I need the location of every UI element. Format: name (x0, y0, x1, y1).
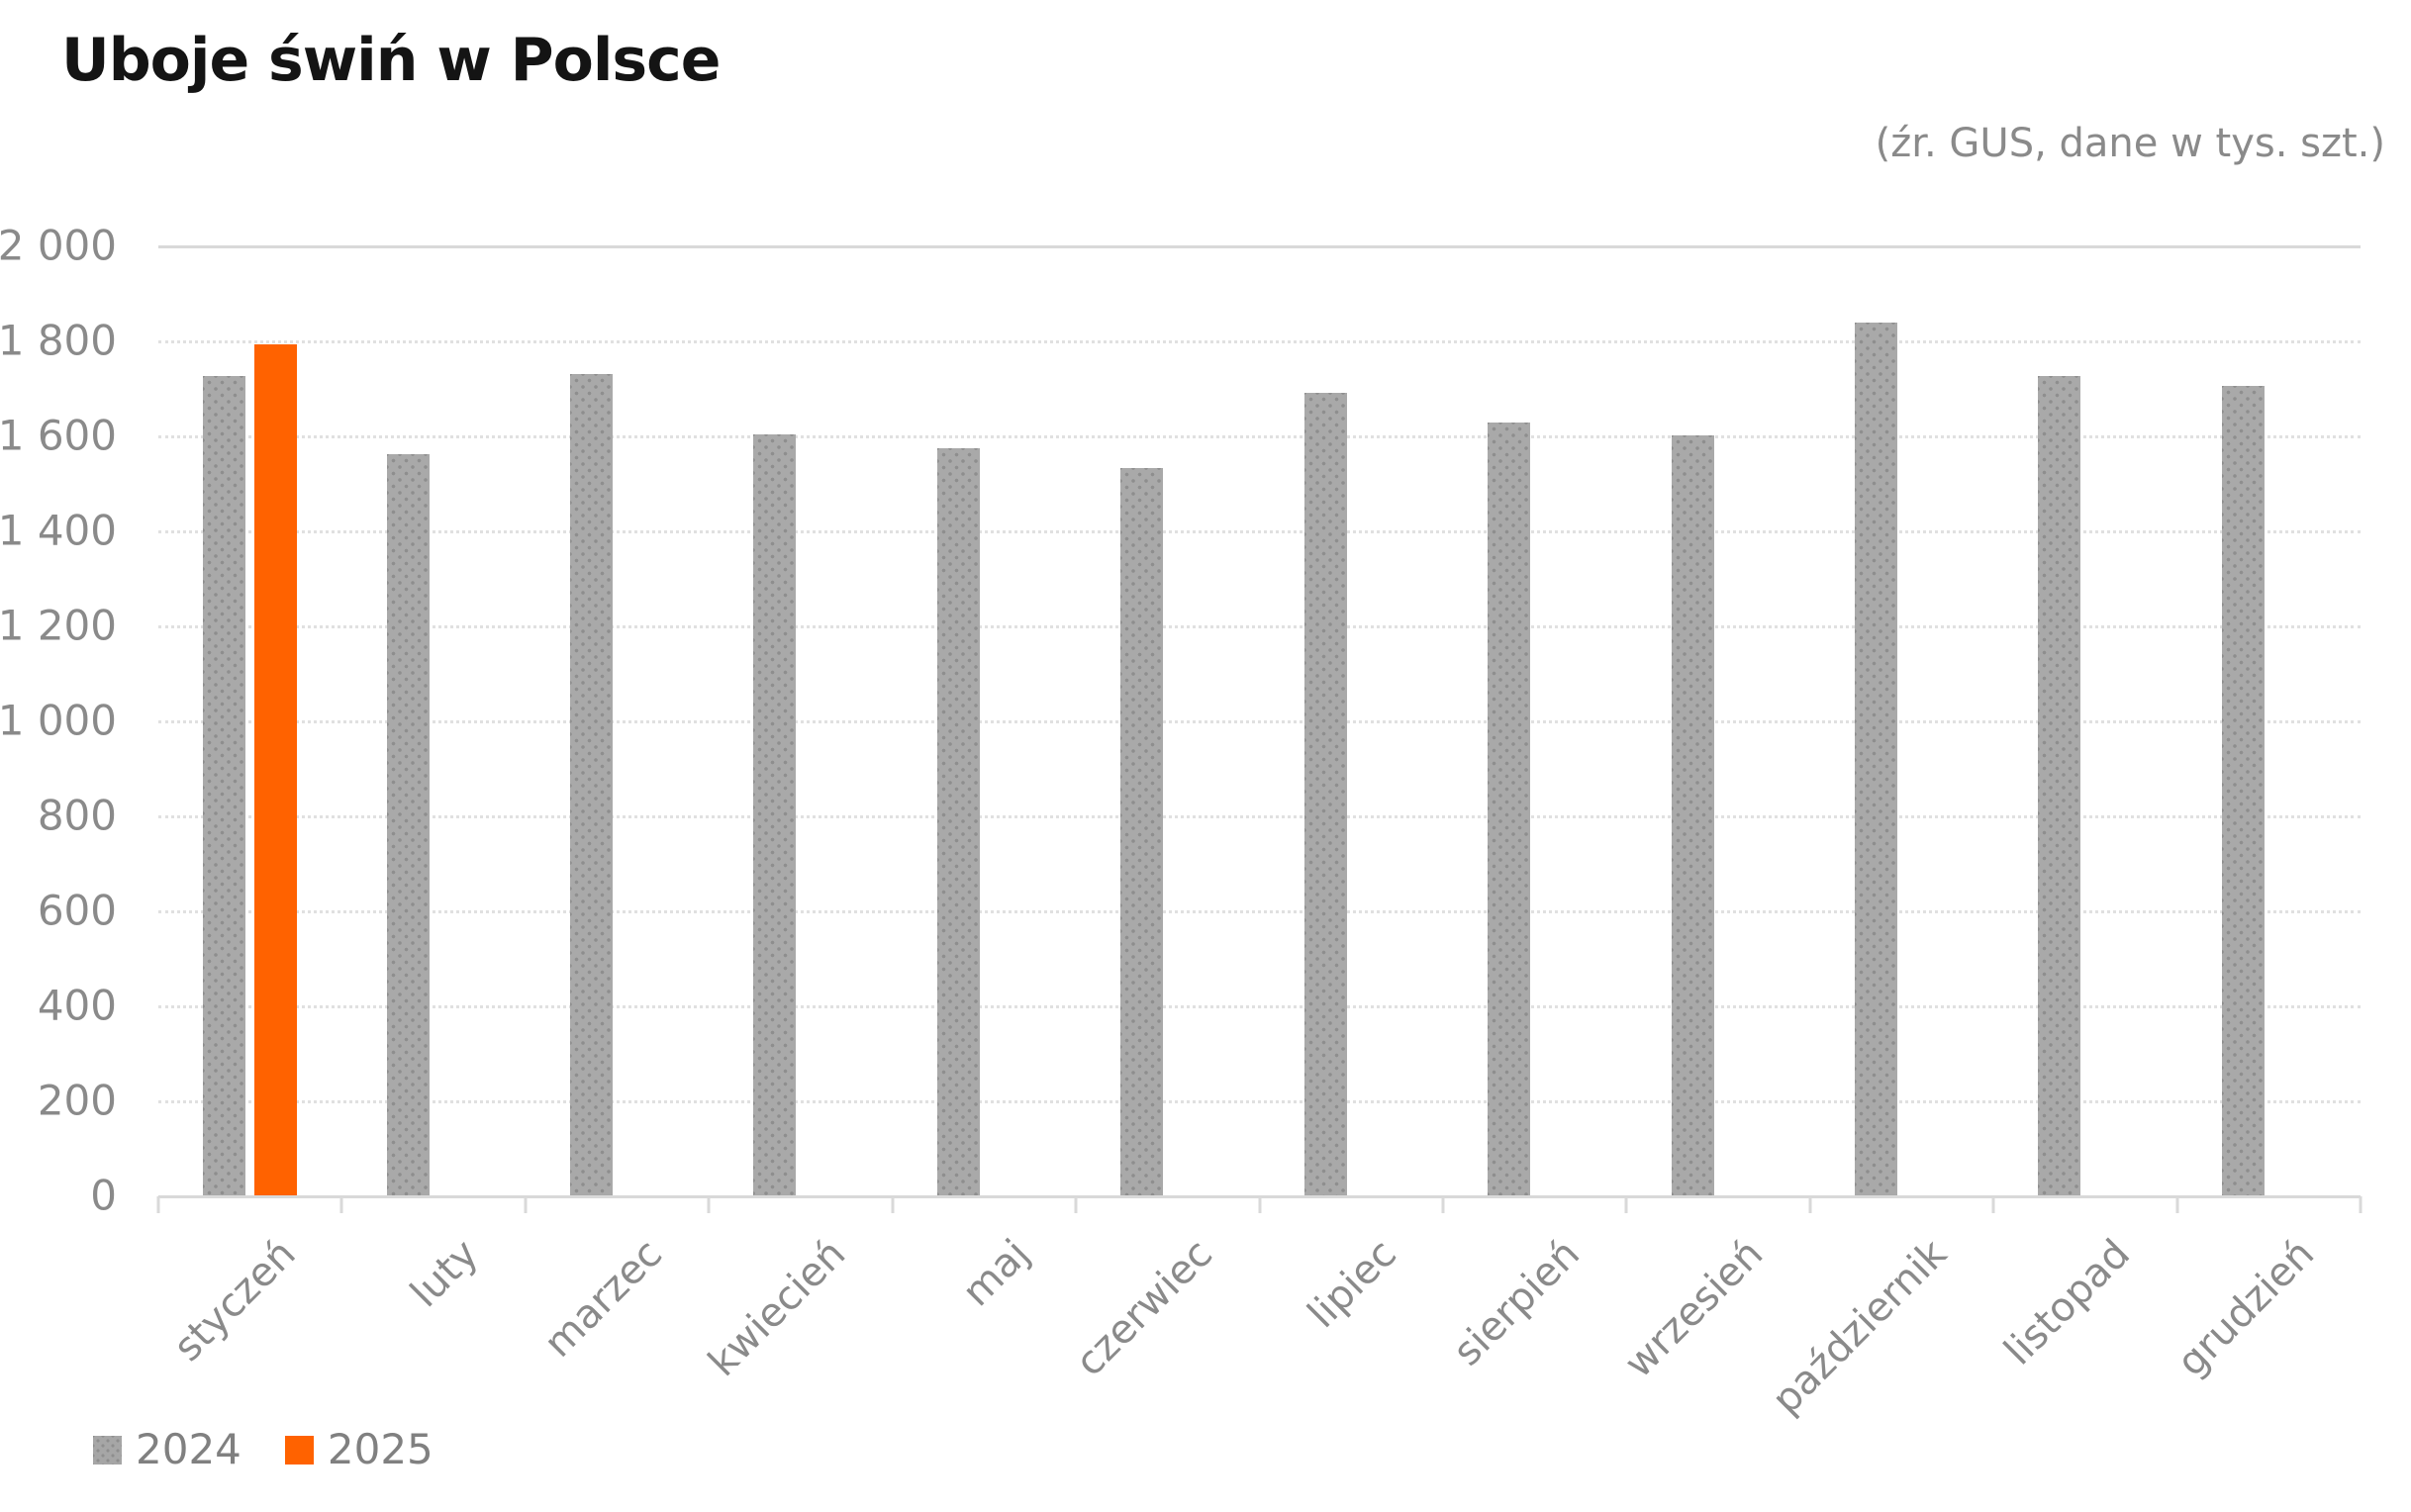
y-axis-label-400: 400 (37, 981, 117, 1030)
bar-slot-maj (893, 245, 1076, 1195)
bar-2024-marzec (570, 373, 614, 1195)
x-axis-tick (524, 1196, 528, 1213)
x-axis-tick (891, 1196, 895, 1213)
legend: 2024 2025 (93, 1429, 434, 1470)
x-axis-tick (156, 1196, 160, 1213)
x-axis-labels: styczeń luty marzec kwiecień maj czerwiec lipi… (158, 1231, 2361, 1449)
bar-slot-styczeń (158, 245, 341, 1195)
x-axis-tick (2359, 1196, 2363, 1213)
bar-slot-wrzesień (1626, 245, 1809, 1195)
x-axis-tick (2175, 1196, 2179, 1213)
bar-2024-sierpień (1488, 422, 1531, 1195)
bar-2024-styczeń (203, 375, 246, 1195)
x-axis-tick (1624, 1196, 1628, 1213)
legend-swatch-2025 (284, 1435, 314, 1465)
x-axis-label-czerwiec: czerwiec (1067, 1231, 1222, 1385)
x-axis-label-wrzesień: wrzesień (1616, 1231, 1773, 1387)
bar-slot-luty (341, 245, 525, 1195)
page-title: Uboje świń w Polsce (61, 26, 721, 95)
y-axis-label-1600: 1 600 (0, 411, 117, 460)
y-axis-label-1800: 1 800 (0, 316, 117, 365)
x-axis-tick (1441, 1196, 1445, 1213)
x-axis-label-maj: maj (953, 1231, 1038, 1316)
bar-slot-czerwiec (1076, 245, 1259, 1195)
x-axis-tick (707, 1196, 711, 1213)
gridline-1000 (158, 720, 2361, 723)
bar-slot-kwiecień (709, 245, 892, 1195)
x-axis-ticks (156, 1196, 2363, 1213)
bar-2024-luty (386, 454, 430, 1195)
x-axis-tick (339, 1196, 343, 1213)
bar-2024-wrzesień (1671, 435, 1714, 1195)
bar-2024-lipiec (1303, 392, 1347, 1195)
y-axis-label-600: 600 (37, 886, 117, 935)
bar-slot-grudzień (2177, 245, 2361, 1195)
bar-2024-grudzień (2221, 385, 2265, 1195)
legend-label-2024: 2024 (136, 1425, 241, 1473)
bar-slot-sierpień (1443, 245, 1626, 1195)
x-axis-label-listopad: listopad (1995, 1231, 2140, 1374)
x-axis-label-styczeń: styczeń (164, 1231, 305, 1370)
x-axis-tick (1074, 1196, 1078, 1213)
bar-2024-maj (936, 447, 980, 1195)
y-axis-label-1000: 1 000 (0, 696, 117, 745)
legend-label-2025: 2025 (327, 1425, 434, 1473)
plot-area (158, 245, 2361, 1198)
x-axis-label-grudzień: grudzień (2168, 1231, 2323, 1386)
x-axis-label-marzec: marzec (535, 1231, 672, 1367)
y-axis-labels: 0 200 400 600 800 1 000 1 200 1 400 1 600 1 800 2 … (0, 222, 117, 1220)
x-axis-label-luty: luty (402, 1231, 488, 1317)
y-axis-label-800: 800 (37, 791, 117, 840)
gridline-1200 (158, 625, 2361, 628)
y-axis-label-0: 0 (90, 1171, 117, 1220)
x-axis-tick (1808, 1196, 1812, 1213)
bar-2025-styczeń (254, 344, 298, 1195)
bar-slot-październik (1810, 245, 1993, 1195)
gridline-600 (158, 910, 2361, 913)
gridline-1800 (158, 340, 2361, 343)
y-axis-label-1400: 1 400 (0, 506, 117, 555)
gridline-2000 (158, 245, 2361, 248)
x-axis-label-październik: październik (1763, 1231, 1956, 1424)
x-axis-label-kwiecień: kwiecień (700, 1231, 855, 1386)
gridline-1400 (158, 530, 2361, 533)
x-axis-label-sierpień: sierpień (1444, 1231, 1590, 1375)
y-axis-label-2000: 2 000 (0, 221, 117, 270)
bar-2024-kwiecień (753, 434, 797, 1195)
gridline-800 (158, 815, 2361, 818)
y-axis-label-200: 200 (37, 1076, 117, 1125)
bar-slot-marzec (526, 245, 709, 1195)
x-axis-tick (1258, 1196, 1261, 1213)
chart-source-note: (źr. GUS, dane w tys. szt.) (1875, 121, 2385, 166)
x-axis-label-lipiec: lipiec (1299, 1231, 1405, 1338)
bar-slot-listopad (1993, 245, 2176, 1195)
bars-container (158, 245, 2361, 1195)
bar-slot-lipiec (1260, 245, 1443, 1195)
x-axis-tick (1991, 1196, 1995, 1213)
bar-2024-październik (1855, 323, 1897, 1195)
gridline-200 (158, 1100, 2361, 1103)
gridline-1600 (158, 435, 2361, 438)
legend-item-2024: 2024 (93, 1429, 241, 1470)
bar-2024-listopad (2038, 375, 2081, 1195)
bar-2024-czerwiec (1120, 468, 1164, 1195)
y-axis-label-1200: 1 200 (0, 601, 117, 650)
legend-item-2025: 2025 (284, 1425, 434, 1473)
legend-swatch-2024 (93, 1435, 122, 1465)
gridline-400 (158, 1005, 2361, 1008)
